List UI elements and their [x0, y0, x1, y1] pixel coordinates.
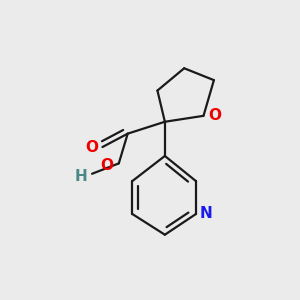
Text: O: O	[85, 140, 98, 155]
Text: H: H	[75, 169, 88, 184]
Text: O: O	[101, 158, 114, 173]
Text: O: O	[208, 108, 221, 123]
Text: N: N	[200, 206, 213, 221]
